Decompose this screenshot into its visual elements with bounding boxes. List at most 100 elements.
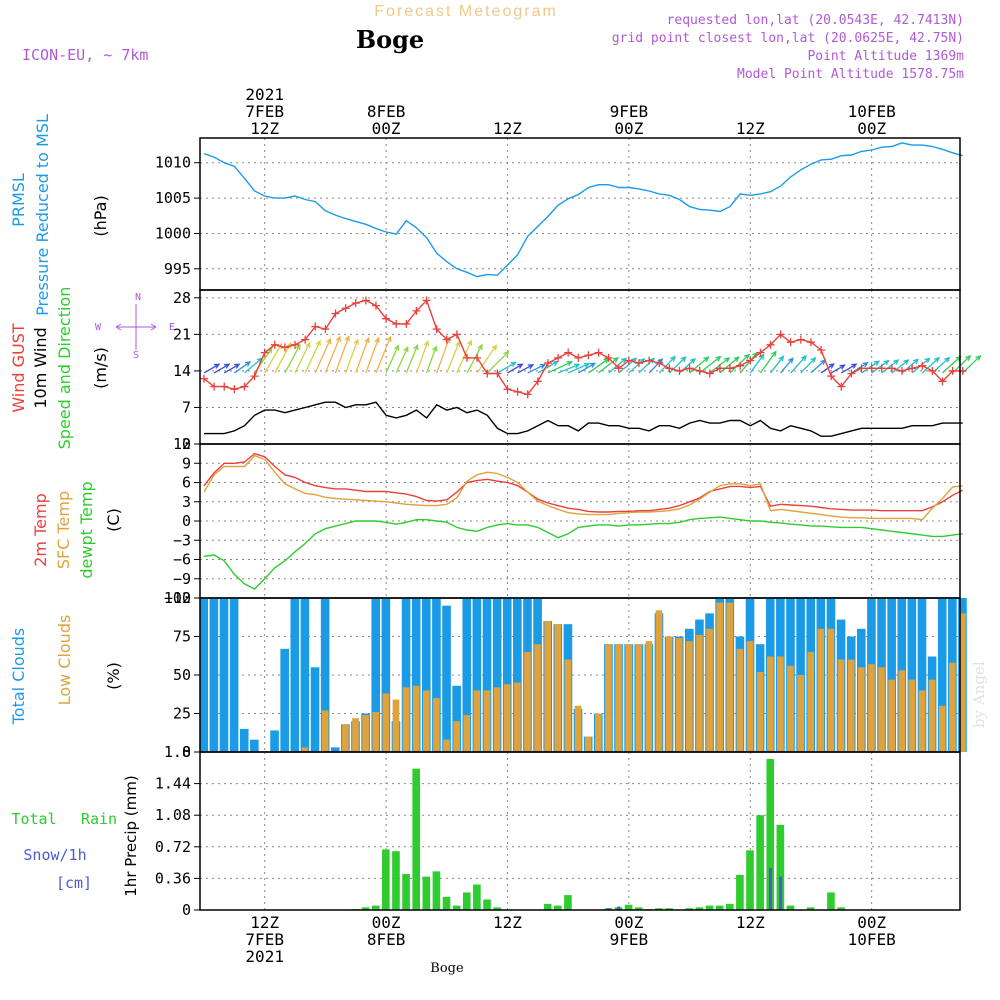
y-tick-label: 0 (182, 512, 191, 530)
rain-bar (655, 908, 663, 910)
temp-2m-line (203, 452, 964, 513)
wind-arrow-head (477, 343, 483, 351)
wind-arrow-head (552, 360, 559, 367)
gust-marker (675, 366, 684, 375)
rain-bar (452, 905, 461, 910)
rain-bar (725, 903, 734, 910)
wind-arrow-head (924, 357, 931, 364)
gust-marker (412, 306, 421, 315)
low-cloud-bar (503, 684, 511, 752)
low-cloud-bar (716, 602, 723, 752)
low-cloud-bar (564, 659, 572, 752)
rain-bar (786, 905, 795, 910)
wind-arrow (233, 361, 251, 374)
wind-arrow (557, 363, 580, 374)
wind-arrow-head (234, 363, 241, 369)
gust-marker (685, 364, 694, 373)
wind-arrow (780, 357, 794, 374)
legend-rain: Rain (81, 810, 117, 828)
time-label-top: 00Z (857, 119, 886, 138)
axis-label-precip: 1hr Precip (mm) (122, 775, 140, 896)
gust-marker (452, 330, 461, 339)
wind-arrow-head (510, 361, 517, 367)
total-cloud-bar (502, 598, 512, 752)
time-label-bottom: 12Z (493, 913, 522, 932)
total-cloud-bar (219, 598, 229, 752)
pressure-line (203, 142, 963, 278)
rain-bar (624, 904, 633, 910)
total-cloud-bar (320, 598, 330, 752)
wind-arrow-head (364, 336, 370, 344)
wind-arrow (588, 358, 609, 374)
low-cloud-bar (888, 679, 895, 752)
wind-arrow-head (883, 359, 890, 366)
total-cloud-bar (300, 598, 310, 752)
wind-arrow-head (344, 335, 350, 342)
low-cloud-bar (483, 690, 491, 752)
legend-snow-unit: [cm] (56, 874, 92, 892)
wind-arrow-head (723, 356, 731, 363)
gust-marker (371, 301, 380, 310)
wind-arrow (567, 363, 590, 374)
total-cloud-bar (432, 598, 441, 752)
total-cloud-bar (887, 598, 896, 752)
wind-arrow (577, 362, 596, 374)
wind-arrow (962, 355, 981, 374)
low-cloud-bar (756, 671, 764, 752)
low-cloud-bar (918, 690, 926, 752)
wind-arrow-head (213, 363, 221, 369)
wind-arrow (425, 346, 437, 374)
time-label-top: 7FEB (245, 102, 284, 121)
y-tick-label: −9 (173, 570, 191, 588)
low-cloud-bar (342, 724, 349, 752)
y-tick-label: −6 (173, 551, 191, 569)
legend-snow: Snow/1h (23, 846, 86, 864)
gust-marker (594, 348, 603, 357)
low-cloud-bar (726, 602, 734, 752)
wind-arrow (820, 363, 835, 374)
gust-marker (392, 319, 401, 328)
gust-marker (210, 382, 219, 391)
gust-marker (463, 353, 472, 362)
low-cloud-bar (827, 628, 835, 752)
low-cloud-bar (857, 667, 865, 752)
wind-arrow (769, 356, 784, 374)
gridpoint-coords: grid point closest lon,lat (20.0625E, 42… (612, 31, 964, 46)
wind-arrow-head (527, 364, 535, 370)
gust-marker (503, 385, 512, 394)
total-cloud-bar (209, 598, 219, 752)
y-tick-label: 0 (182, 901, 191, 919)
rain-bar (746, 850, 754, 910)
low-cloud-bar (453, 721, 460, 752)
low-cloud-bar (392, 699, 400, 752)
wind-arrow (324, 336, 341, 374)
wind-arrow-head (862, 361, 869, 368)
y-tick-label: 1.08 (155, 806, 191, 824)
y-tick-label: 3 (182, 493, 191, 511)
y-tick-label: 1000 (155, 224, 191, 242)
gust-marker (756, 348, 765, 357)
gust-marker (705, 369, 714, 378)
rain-bar (442, 896, 451, 910)
point-altitude: Point Altitude 1369m (807, 49, 964, 64)
time-label-top: 12Z (736, 119, 765, 138)
gust-marker (473, 353, 482, 362)
wind-arrow (223, 363, 240, 374)
low-cloud-bar (706, 628, 713, 752)
wind-arrow (790, 355, 807, 374)
wind-arrow-head (680, 356, 687, 363)
gust-marker (817, 346, 826, 355)
wind-arrow-head (374, 336, 380, 344)
legend-total: Total (11, 810, 56, 828)
wind-arrow (385, 345, 399, 374)
low-cloud-bar (868, 664, 875, 752)
total-cloud-bar (482, 598, 492, 752)
gust-marker (301, 335, 310, 344)
wind-arrow-head (286, 342, 292, 349)
total-cloud-bar (462, 598, 472, 752)
y-tick-label: 1.8 (164, 743, 191, 761)
total-cloud-bar (421, 598, 431, 752)
gust-marker (837, 382, 846, 391)
time-label-bottom: 12Z (250, 913, 279, 932)
